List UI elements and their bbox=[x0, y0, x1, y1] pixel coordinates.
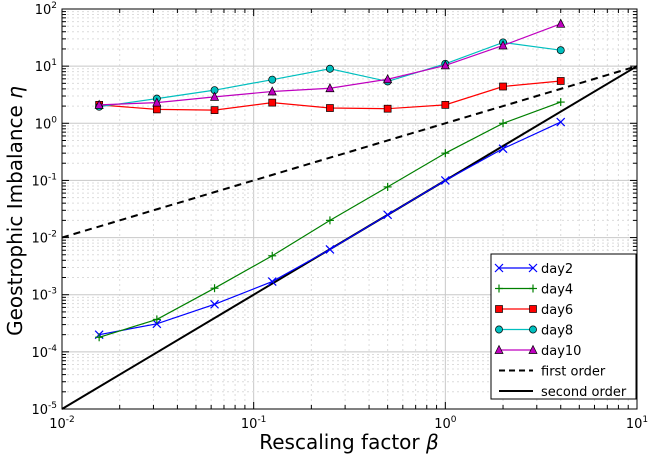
data-point-day2 bbox=[498, 144, 508, 154]
data-point-day2 bbox=[556, 117, 566, 127]
data-point-day4 bbox=[441, 149, 450, 158]
data-point-day10 bbox=[267, 86, 277, 96]
data-point-day10 bbox=[325, 82, 335, 93]
y-tick-label: 10-1 bbox=[31, 172, 57, 189]
legend-label: second order bbox=[541, 385, 627, 400]
legend-marker bbox=[529, 325, 537, 334]
data-point-day8 bbox=[556, 46, 565, 55]
legend-label: day4 bbox=[541, 283, 573, 298]
data-point-day6 bbox=[210, 106, 219, 114]
x-tick-label: 10-2 bbox=[49, 415, 75, 432]
y-tick-label: 10-3 bbox=[31, 287, 57, 304]
marker-stroke bbox=[498, 144, 508, 154]
legend: day2 day4 day6 day8 day10 first order second o… bbox=[490, 253, 637, 400]
data-point-day10 bbox=[94, 99, 104, 109]
data-point-day2 bbox=[267, 277, 277, 286]
grid bbox=[62, 9, 637, 409]
legend-item-first-order: first order bbox=[499, 365, 606, 380]
y-tick-label: 101 bbox=[35, 58, 57, 75]
marker-stroke bbox=[210, 299, 219, 309]
legend-item-day6: day6 bbox=[495, 303, 573, 318]
data-point-day6 bbox=[152, 105, 161, 114]
legend-item-day2: day2 bbox=[494, 262, 573, 277]
legend-marker bbox=[528, 344, 538, 354]
x-tick-label: 101 bbox=[626, 415, 648, 432]
data-point-day10 bbox=[556, 18, 566, 28]
data-point-day10 bbox=[440, 60, 450, 70]
data-point-day6 bbox=[383, 104, 392, 113]
data-point-day2 bbox=[325, 245, 335, 254]
legend-item-second-order: second order bbox=[499, 385, 627, 400]
marker-stroke bbox=[383, 210, 393, 220]
legend-label: day10 bbox=[541, 344, 581, 359]
legend-marker bbox=[495, 305, 503, 313]
data-point-day6 bbox=[441, 101, 450, 109]
marker-stroke bbox=[267, 277, 277, 286]
marker-stroke bbox=[325, 245, 335, 254]
legend-item-day8: day8 bbox=[495, 324, 573, 339]
legend-marker bbox=[529, 305, 537, 313]
data-point-day2 bbox=[383, 210, 393, 220]
legend-label: day8 bbox=[541, 324, 573, 339]
marker-stroke bbox=[152, 319, 162, 329]
legend-marker bbox=[528, 263, 538, 273]
plot-area-frame bbox=[61, 8, 638, 410]
data-point-day6 bbox=[499, 82, 507, 91]
marker-stroke bbox=[440, 176, 450, 185]
y-tick-label: 10-2 bbox=[31, 230, 57, 247]
y-tick-label: 10-4 bbox=[31, 344, 57, 361]
data-point-day4 bbox=[268, 251, 277, 260]
tick-labels: 10-2 10-1 100 101 10-5 10-4 10-3 10-2 10-1 100 101… bbox=[31, 1, 648, 432]
data-point-day4 bbox=[95, 333, 104, 342]
y-tick-label: 102 bbox=[35, 1, 57, 18]
legend-marker bbox=[494, 344, 504, 354]
legend-item-day10: day10 bbox=[494, 344, 581, 359]
y-axis-title: Geostrophic Imbalance η bbox=[3, 86, 27, 336]
data-point-day4 bbox=[210, 284, 219, 293]
legend-label: first order bbox=[541, 365, 606, 380]
y-tick-label: 100 bbox=[35, 115, 58, 132]
series-day4 bbox=[95, 98, 565, 342]
legend-marker bbox=[495, 325, 503, 334]
data-point-day4 bbox=[556, 98, 565, 107]
data-point-day4 bbox=[383, 182, 392, 191]
legend-item-day4: day4 bbox=[495, 283, 573, 298]
data-point-day6 bbox=[268, 98, 277, 107]
marker-stroke bbox=[528, 263, 538, 273]
legend-box bbox=[490, 253, 637, 400]
data-point-day2 bbox=[440, 176, 450, 185]
x-tick-label: 10-1 bbox=[241, 415, 267, 432]
series-day10 bbox=[94, 18, 566, 109]
data-point-day2 bbox=[210, 299, 219, 309]
series-line-day10 bbox=[99, 23, 561, 106]
data-point-day4 bbox=[152, 315, 161, 324]
data-point-day2 bbox=[152, 319, 162, 329]
data-point-day6 bbox=[556, 77, 565, 85]
series-lines bbox=[94, 18, 566, 342]
marker-stroke bbox=[494, 263, 504, 273]
data-point-day10 bbox=[152, 97, 162, 107]
y-tick-label: 10-5 bbox=[31, 401, 57, 418]
legend-label: day2 bbox=[541, 262, 573, 277]
legend-marker bbox=[495, 284, 503, 293]
data-point-day10 bbox=[498, 40, 508, 50]
data-point-day8 bbox=[268, 75, 277, 84]
x-axis-title: Rescaling factor β bbox=[259, 430, 439, 454]
data-point-day10 bbox=[209, 91, 220, 101]
data-point-day10 bbox=[383, 73, 393, 84]
legend-marker bbox=[529, 284, 537, 293]
legend-marker bbox=[494, 263, 504, 273]
series-day8 bbox=[95, 38, 565, 111]
legend-label: day6 bbox=[541, 303, 573, 318]
data-point-day4 bbox=[325, 216, 334, 225]
x-tick-label: 100 bbox=[434, 415, 457, 432]
data-point-day6 bbox=[326, 104, 334, 112]
data-point-day8 bbox=[325, 64, 334, 73]
marker-stroke bbox=[556, 117, 566, 127]
data-point-day4 bbox=[499, 119, 508, 128]
first-order-line bbox=[61, 65, 638, 239]
